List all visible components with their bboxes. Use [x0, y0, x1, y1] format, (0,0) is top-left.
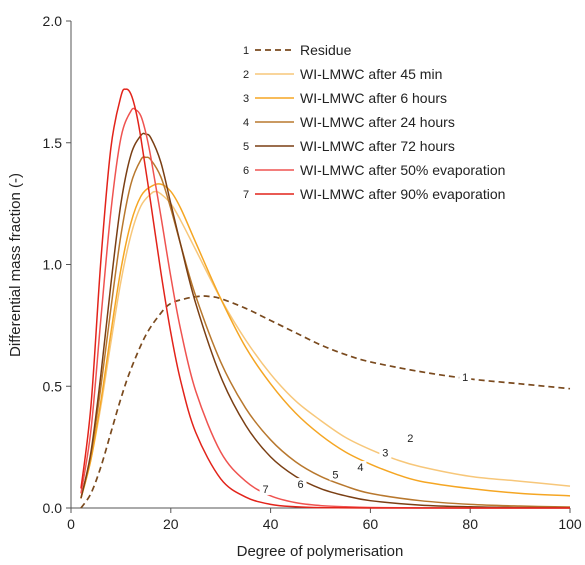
axes: 0 20 40 60 80 100 0.0 0.5 1.0 1.5 2.0: [43, 13, 582, 532]
curve-label-1: 1: [462, 372, 468, 384]
curve-label-bg-7: [259, 482, 272, 495]
series-line-6: [80, 107, 571, 509]
x-axis-title: Degree of polymerisation: [237, 543, 404, 560]
curves: [80, 88, 571, 509]
curve-label-5: 5: [332, 469, 338, 481]
curve-label-bg-2: [404, 431, 417, 444]
curve-label-2: 2: [407, 433, 413, 445]
series-line-5: [80, 132, 571, 509]
series-line-1: [80, 295, 571, 509]
legend-number-6: 6: [243, 165, 249, 177]
series-line-4: [80, 156, 571, 508]
x-tick-label: 20: [163, 516, 179, 532]
curve-labels: 1 2 3 4 5 6 7: [259, 370, 472, 496]
legend-entry-1: Residue: [300, 42, 352, 58]
x-tick-label: 60: [363, 516, 379, 532]
y-axis-title: Differential mass fraction (-): [7, 173, 24, 357]
y-tick-label: 2.0: [43, 13, 63, 29]
series-line-7: [80, 88, 571, 509]
legend-number-2: 2: [243, 69, 249, 81]
curve-label-4: 4: [357, 462, 363, 474]
y-tick-label: 1.5: [43, 135, 63, 151]
curve-label-bg-1: [459, 370, 472, 383]
legend-number-7: 7: [243, 189, 249, 201]
y-tick-label: 0.5: [43, 378, 63, 394]
legend: 1 Residue 2 WI-LMWC after 45 min 3 WI-LMWC af…: [243, 42, 505, 202]
legend-entry-4: WI-LMWC after 24 hours: [300, 114, 455, 130]
series-line-2: [80, 190, 571, 499]
legend-entry-5: WI-LMWC after 72 hours: [300, 138, 455, 154]
curve-label-bg-5: [329, 468, 342, 481]
series-line-3: [80, 183, 571, 499]
curve-label-7: 7: [263, 484, 269, 496]
x-tick-label: 100: [558, 516, 582, 532]
x-tick-label: 0: [67, 516, 75, 532]
curve-label-6: 6: [297, 479, 303, 491]
y-tick-label: 0.0: [43, 500, 63, 516]
legend-number-4: 4: [243, 117, 249, 129]
legend-number-1: 1: [243, 45, 249, 57]
curve-label-bg-3: [379, 446, 392, 459]
legend-entry-7: WI-LMWC after 90% evaporation: [300, 186, 505, 202]
legend-entry-3: WI-LMWC after 6 hours: [300, 90, 447, 106]
legend-number-5: 5: [243, 141, 249, 153]
curve-label-bg-4: [354, 461, 367, 474]
legend-entry-6: WI-LMWC after 50% evaporation: [300, 162, 505, 178]
curve-label-bg-6: [294, 478, 307, 491]
y-tick-label: 1.0: [43, 257, 63, 273]
x-tick-label: 40: [263, 516, 279, 532]
curve-label-3: 3: [382, 447, 388, 459]
x-tick-label: 80: [462, 516, 478, 532]
legend-number-3: 3: [243, 93, 249, 105]
legend-entry-2: WI-LMWC after 45 min: [300, 66, 442, 82]
